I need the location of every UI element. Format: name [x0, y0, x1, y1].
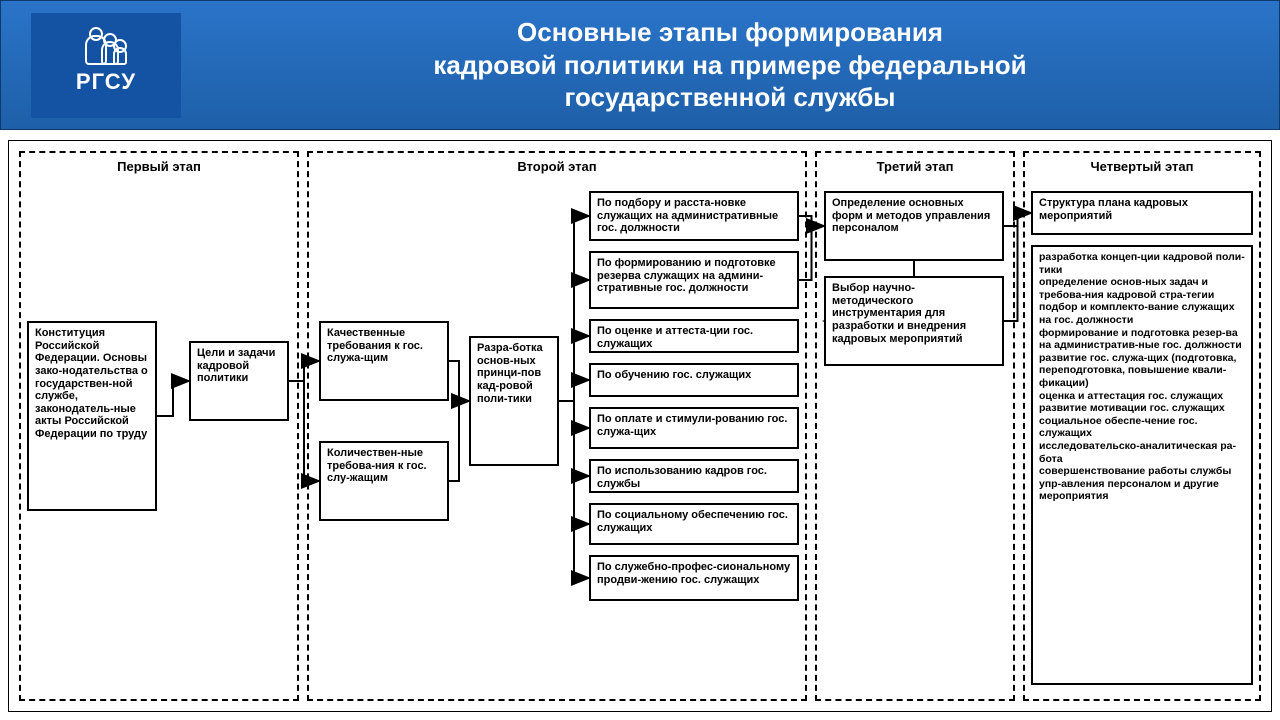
stage-title: Второй этап — [309, 153, 805, 180]
page-title: Основные этапы формированиякадровой поли… — [181, 16, 1279, 114]
flowchart-diagram: Первый этап Второй этап Третий этап Четверт… — [8, 140, 1272, 712]
node-n1: Конституция Российской Федерации. Основы… — [27, 321, 157, 511]
stage-title: Четвертый этап — [1025, 153, 1259, 180]
node-n9: По обучению гос. служащих — [589, 363, 799, 397]
node-n6: По подбору и расста-новке служащих на ад… — [589, 191, 799, 241]
stage-title: Третий этап — [817, 153, 1013, 180]
people-icon — [85, 35, 127, 65]
node-n12: По социальному обеспечению гос. служащих — [589, 503, 799, 545]
node-n14: Определение основных форм и методов упра… — [824, 191, 1004, 261]
node-n7: По формированию и подготовке резерва слу… — [589, 251, 799, 309]
stage-title: Первый этап — [21, 153, 297, 180]
node-n15: Выбор научно-методического инструментари… — [824, 276, 1004, 366]
node-n2: Цели и задачи кадровой политики — [189, 341, 289, 421]
node-n3: Качественные требования к гос. служа-щим — [319, 321, 449, 401]
logo-text: РГСУ — [76, 69, 136, 95]
node-n5: Разра-ботка основ-ных принци-пов кад-ров… — [469, 336, 559, 466]
node-n11: По использованию кадров гос. службы — [589, 459, 799, 493]
node-n13: По служебно-профес-сиональному продви-же… — [589, 555, 799, 601]
header-bar: РГСУ Основные этапы формированиякадровой… — [0, 0, 1280, 130]
node-n10: По оплате и стимули-рованию гос. служа-щ… — [589, 407, 799, 449]
node-n4: Количествен-ные требова-ния к гос. слу-ж… — [319, 441, 449, 521]
node-n16: Структура плана кадровых мероприятий — [1031, 191, 1253, 235]
logo: РГСУ — [31, 13, 181, 118]
node-n8: По оценке и аттеста-ции гос. служащих — [589, 319, 799, 353]
node-n17: разработка концеп-ции кадровой поли-тики… — [1031, 245, 1253, 685]
